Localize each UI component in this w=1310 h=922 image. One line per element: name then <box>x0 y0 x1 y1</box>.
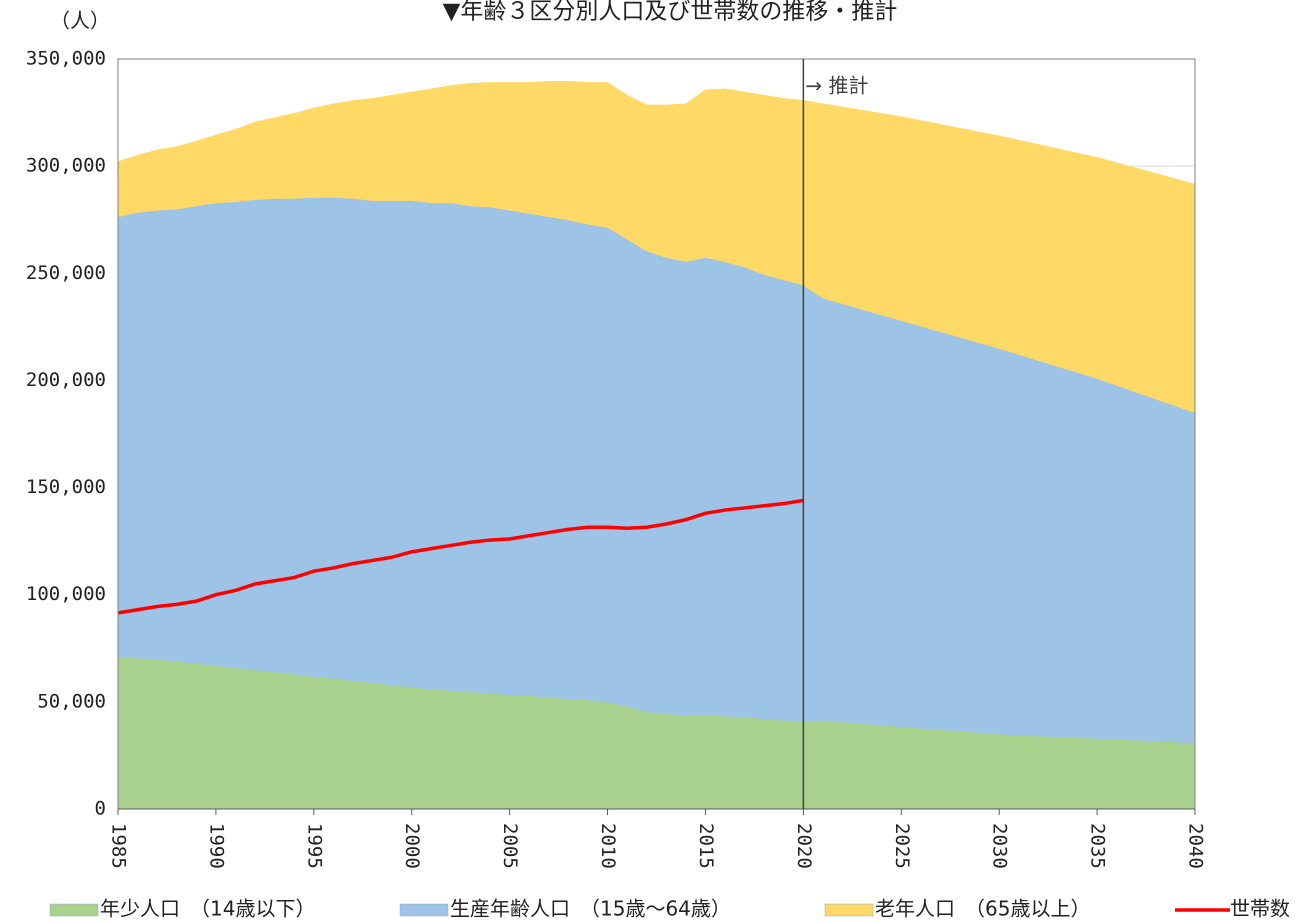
legend-swatch <box>399 903 449 917</box>
legend-swatch <box>824 903 874 917</box>
y-tick-label: 50,000 <box>37 690 106 712</box>
x-tick-label: 2015 <box>695 823 717 869</box>
legend-label: 年少人口 （14歳以下） <box>100 897 315 921</box>
x-tick-label: 2020 <box>793 823 815 869</box>
y-tick-label: 0 <box>95 798 106 820</box>
x-tick-label: 2025 <box>891 823 913 869</box>
y-tick-label: 150,000 <box>26 476 106 498</box>
y-axis-label: （人） <box>50 9 110 33</box>
x-tick-label: 2005 <box>499 823 521 869</box>
x-tick-label: 2010 <box>597 823 619 869</box>
legend: 年少人口 （14歳以下） 生産年齢人口 （15歳～64歳） 老年人口 （65歳以上）… <box>49 897 1290 921</box>
y-tick-label: 100,000 <box>26 583 106 605</box>
x-tick-label: 2035 <box>1087 823 1109 869</box>
y-tick-label: 300,000 <box>26 155 106 177</box>
chart-title: ▼年齢３区分別人口及び世帯数の推移・推計 <box>443 0 898 25</box>
legend-label: 生産年齢人口 （15歳～64歳） <box>450 897 731 921</box>
lines <box>117 498 804 615</box>
x-tick-label: 2040 <box>1185 823 1207 869</box>
x-tick-label: 1990 <box>205 823 227 869</box>
x-tick-label: 1985 <box>108 823 130 869</box>
legend-swatch <box>49 903 99 917</box>
legend-label: 老年人口 （65歳以上） <box>875 897 1090 921</box>
y-tick-label: 200,000 <box>26 369 106 391</box>
x-tick-label: 2000 <box>401 823 423 869</box>
y-tick-label: 250,000 <box>26 262 106 284</box>
x-tick-label: 1995 <box>303 823 325 869</box>
line <box>117 498 804 615</box>
legend-label: 世帯数 <box>1230 897 1290 921</box>
axes: 0 50,000 100,000 150,000 200,000 250,000 300,0… <box>26 48 1207 869</box>
areas <box>117 81 1196 810</box>
x-tick-label: 2030 <box>989 823 1011 869</box>
annotation: → 推計 <box>805 74 868 98</box>
y-tick-label: 350,000 <box>26 48 106 70</box>
